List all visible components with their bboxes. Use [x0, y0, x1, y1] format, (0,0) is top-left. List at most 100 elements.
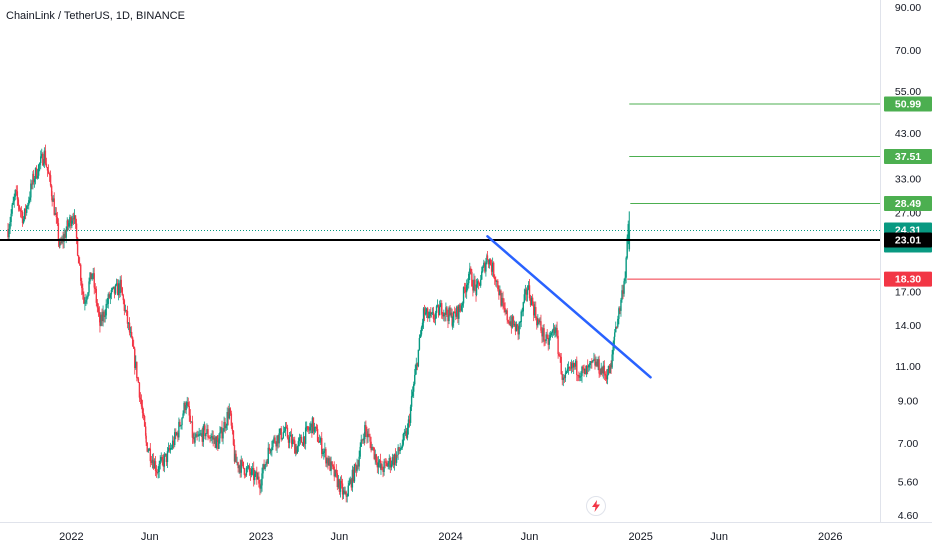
candle	[136, 361, 138, 379]
candle	[229, 408, 232, 414]
candle	[471, 271, 473, 287]
candle	[623, 281, 625, 294]
candle	[53, 198, 55, 215]
candle	[564, 373, 567, 378]
candle	[193, 436, 195, 443]
candle	[450, 312, 452, 315]
candle	[76, 237, 79, 256]
candle	[30, 183, 32, 198]
candle	[155, 470, 158, 473]
candle	[80, 264, 82, 281]
candle	[81, 280, 83, 289]
candle	[199, 433, 201, 435]
candle	[164, 453, 167, 456]
candle	[64, 233, 66, 238]
candle	[578, 375, 580, 378]
candle	[244, 474, 247, 476]
candle	[389, 457, 392, 468]
candle	[230, 413, 233, 426]
candle	[46, 166, 49, 171]
candle	[85, 300, 87, 303]
candle	[392, 457, 395, 465]
candle	[260, 485, 262, 489]
candle	[597, 359, 599, 367]
y-tick-label: 70.00	[895, 45, 921, 57]
candle	[590, 361, 592, 364]
candle	[385, 461, 387, 463]
candle	[589, 363, 591, 365]
candle	[602, 365, 604, 374]
x-tick-label: 2024	[438, 531, 462, 543]
candle	[474, 279, 476, 286]
candle	[437, 305, 440, 316]
candle	[138, 382, 141, 398]
candle	[459, 308, 462, 311]
candle	[113, 286, 116, 294]
candle	[133, 346, 135, 349]
candle	[619, 308, 621, 311]
candle	[332, 464, 334, 467]
price-label-box	[884, 232, 932, 248]
candle	[525, 289, 528, 295]
candle	[8, 228, 10, 238]
candle	[28, 200, 30, 206]
candle	[22, 218, 25, 223]
candle	[89, 272, 91, 282]
candle	[538, 319, 540, 323]
candle	[158, 464, 160, 473]
candle	[344, 491, 346, 494]
candle	[190, 421, 193, 423]
candle	[259, 483, 261, 489]
candle	[24, 208, 27, 213]
candle	[140, 399, 143, 407]
candle	[120, 279, 122, 288]
candle	[210, 437, 212, 439]
candle	[475, 284, 478, 296]
candle	[548, 338, 550, 345]
candle	[188, 406, 190, 416]
candle	[626, 237, 628, 258]
candle	[325, 449, 327, 464]
candle	[92, 273, 94, 275]
candle	[271, 447, 273, 451]
candle	[399, 449, 401, 452]
candle	[506, 310, 508, 321]
candle	[440, 303, 442, 307]
candle	[596, 361, 598, 367]
candle	[603, 365, 606, 374]
candle	[71, 220, 73, 227]
candle	[401, 444, 403, 448]
candle	[72, 217, 75, 220]
candle	[543, 328, 545, 341]
candle	[384, 461, 386, 463]
y-tick-label: 17.00	[895, 287, 921, 299]
candle	[276, 435, 278, 447]
trendline[interactable]	[486, 235, 652, 379]
candle	[609, 364, 612, 374]
candle	[251, 468, 254, 469]
candle	[297, 441, 300, 447]
candle	[338, 479, 341, 492]
candle	[63, 233, 65, 242]
candle	[345, 491, 347, 497]
candle	[59, 241, 61, 246]
candle	[535, 307, 537, 318]
candle	[300, 437, 303, 443]
candle	[101, 314, 103, 322]
candle	[194, 437, 196, 443]
candle	[618, 308, 620, 319]
candle	[592, 360, 594, 363]
candle	[43, 163, 45, 166]
candle	[553, 328, 556, 333]
candle	[374, 454, 376, 459]
candle	[333, 466, 335, 477]
candle	[321, 438, 323, 454]
lightning-icon[interactable]	[586, 496, 606, 516]
candle	[402, 433, 405, 445]
candle	[233, 444, 236, 462]
candle	[198, 434, 200, 436]
candle	[235, 453, 237, 463]
candle	[57, 223, 60, 241]
